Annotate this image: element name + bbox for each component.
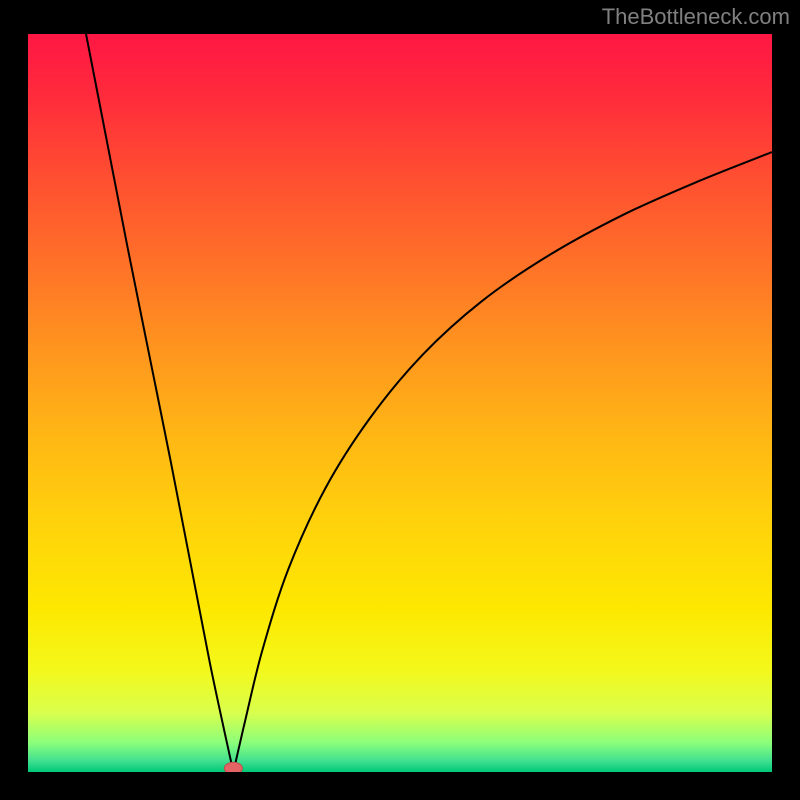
- chart-frame: TheBottleneck.com: [0, 0, 800, 800]
- curve-right-branch: [233, 152, 772, 772]
- watermark-text: TheBottleneck.com: [602, 4, 790, 30]
- curve-left-branch: [86, 34, 233, 772]
- bottleneck-curve: [28, 34, 772, 772]
- vertex-marker: [224, 762, 242, 772]
- plot-area: [28, 34, 772, 772]
